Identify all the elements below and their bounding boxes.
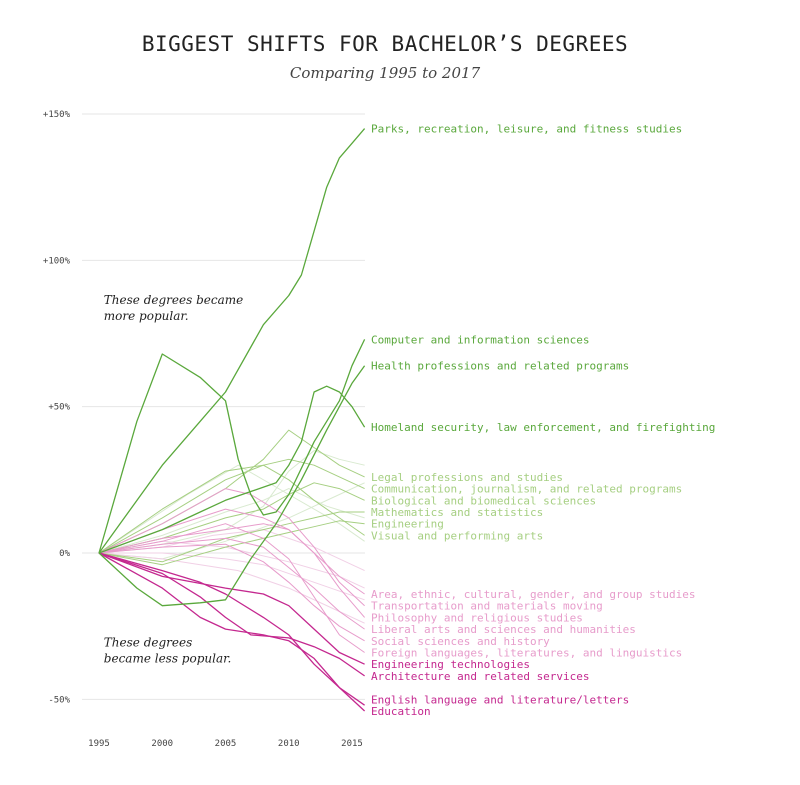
series-line [98,552,366,712]
series-line [98,523,365,595]
y-tick-label: 0% [59,549,70,559]
series-line [98,464,365,554]
series-line [98,543,365,642]
series-line [98,523,365,653]
series-line [98,511,365,563]
series-line [98,339,366,554]
series-label: Social sciences and history [371,635,550,648]
series-line [98,385,366,554]
x-tick-label: 2015 [341,739,363,749]
x-tick-label: 1995 [88,739,110,749]
faint-series-line [98,552,365,624]
annotation: These degrees became less popular. [104,636,232,666]
series-lines [98,128,366,712]
series-line [98,552,365,677]
series-label: Engineering technologies [371,658,530,671]
series-label: Biological and biomedical sciences [371,494,596,507]
faint-series-line [98,464,365,554]
series-label: Health professions and related programs [371,360,629,373]
series-line [98,365,366,607]
annotation: These degrees became more popular. [104,293,243,323]
series-label: Communication, journalism, and related p… [371,483,682,496]
annotations: These degrees became more popular. These d… [104,293,243,665]
chart-subtitle: Comparing 1995 to 2017 [289,64,481,82]
series-line [98,552,365,706]
y-tick-label: +100% [43,256,71,266]
series-line [98,552,365,665]
y-tick-label: -50% [48,695,70,705]
faint-series-line [99,552,365,601]
series-label: Liberal arts and sciences and humanities [371,623,636,636]
series-labels: Parks, recreation, leisure, and fitness … [371,123,715,718]
series-line [98,520,365,566]
x-tick-label: 2010 [278,739,300,749]
series-label: Architecture and related services [371,670,590,683]
gridlines: +150% +100% +50% 0% -50% 1995 2000 2005 2010 2015 [43,110,365,749]
series-line [98,537,365,630]
series-line [98,488,365,607]
series-line [98,458,365,554]
series-label: Mathematics and statistics [371,506,543,519]
series-label: English language and literature/letters [371,693,629,706]
series-label: Engineering [371,518,444,531]
series-label: Legal professions and studies [371,471,563,484]
series-line [98,128,366,554]
series-label: Philosophy and religious studies [371,611,583,624]
series-label: Visual and performing arts [371,529,543,542]
series-label: Transportation and materials moving [371,600,603,613]
y-tick-label: +50% [48,403,70,413]
series-label: Homeland security, law enforcement, and … [371,421,715,434]
chart-title: BIGGEST SHIFTS FOR BACHELOR’S DEGREES [141,32,629,56]
x-tick-label: 2000 [151,739,173,749]
series-label: Area, ethnic, cultural, gender, and grou… [371,588,696,601]
series-line [98,482,365,554]
series-label: Foreign languages, literatures, and ling… [371,647,682,660]
faint-series-line [98,488,365,554]
x-tick-label: 2005 [215,739,237,749]
series-label: Parks, recreation, leisure, and fitness … [371,123,682,136]
series-label: Computer and information sciences [371,333,590,346]
y-tick-label: +150% [43,110,71,120]
series-label: Education [371,705,431,718]
